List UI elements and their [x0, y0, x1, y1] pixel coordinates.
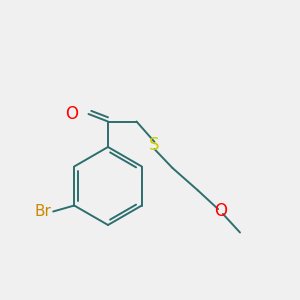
Text: Br: Br — [35, 204, 52, 219]
Text: O: O — [65, 105, 79, 123]
Text: O: O — [214, 202, 227, 220]
Text: S: S — [149, 136, 160, 154]
